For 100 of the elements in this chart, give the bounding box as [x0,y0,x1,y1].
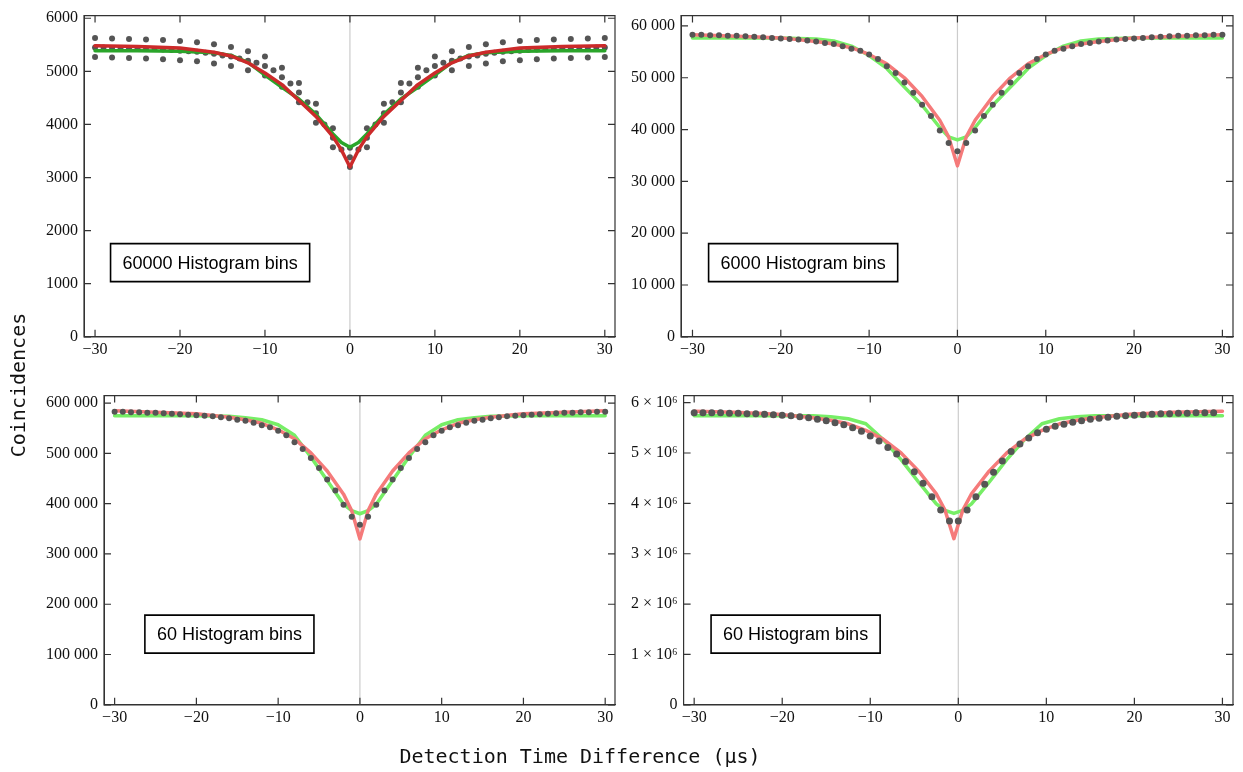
y-tick-label: 50 000 [631,67,675,85]
x-tick-label: −30 [82,339,108,357]
y-tick-label: 500 000 [46,443,98,461]
point [946,517,953,525]
point [1034,429,1042,437]
y-tick-label: 600 000 [46,393,98,411]
point [910,468,918,476]
x-tick-label: 30 [1214,339,1231,357]
point [1078,417,1086,425]
x-tick-label: −20 [183,707,209,725]
point [901,458,909,466]
point [1157,410,1165,418]
x-tick-label: 0 [954,707,963,725]
point [998,457,1006,465]
point [893,450,901,458]
y-tick-label: 5000 [46,61,78,79]
y-tick-label: 200 000 [46,594,98,612]
point [1122,412,1130,420]
point [761,410,769,418]
x-tick-label: 20 [511,339,528,357]
point [875,437,883,445]
y-tick-label: 4 × 10⁶ [630,493,678,511]
point [840,421,848,429]
point [963,506,971,514]
y-tick-label: 6 × 10⁶ [630,392,678,410]
point [1060,420,1068,428]
y-tick-label: 20 000 [631,223,675,241]
x-tick-label: −20 [768,339,794,357]
point [796,413,804,421]
point [708,409,716,417]
point [1192,409,1200,417]
point [1201,409,1209,417]
point [752,410,760,418]
point [928,493,936,501]
y-tick-label: 6000 [46,8,78,26]
x-tick-label: 0 [953,339,962,357]
point [972,493,980,501]
point [1130,411,1138,419]
y-tick-label: 10 000 [631,275,675,293]
x-tick-label: 30 [597,707,614,725]
annotation: 6000 Histogram bins [720,252,886,273]
point [1183,409,1191,417]
x-tick-label: 0 [355,707,364,725]
point [1069,418,1077,426]
point [831,419,839,427]
point [699,409,707,417]
y-tick-label: 1000 [46,273,78,291]
x-tick-label: 10 [426,339,443,357]
point [769,411,777,419]
point [734,409,742,417]
point [743,410,751,418]
y-tick-label: 2000 [46,220,78,238]
point [725,409,733,417]
x-tick-label: −30 [679,339,705,357]
y-tick-label: 40 000 [631,119,675,137]
y-tick-label: 3 × 10⁶ [630,543,678,561]
point [805,414,813,422]
point [787,412,795,420]
y-tick-label: 1 × 10⁶ [630,644,678,662]
point [1051,422,1059,430]
y-tick-label: 300 000 [46,544,98,562]
point [690,409,698,417]
point [1166,410,1174,418]
y-axis-title: Coincidences [6,312,30,458]
point [849,424,857,432]
x-tick-label: −10 [857,707,883,725]
x-tick-label: −10 [252,339,278,357]
annotation: 60 Histogram bins [723,624,869,645]
point [1016,440,1024,448]
point [1042,425,1050,433]
point [1148,410,1156,418]
point [919,479,927,487]
point [884,443,892,451]
y-tick-label: 400 000 [46,493,98,511]
point [937,506,945,514]
annotation: 60 Histogram bins [156,624,302,645]
x-axis-title: Detection Time Difference (μs) [399,744,761,768]
point [1086,415,1094,423]
x-tick-label: 10 [1038,707,1055,725]
y-tick-label: 30 000 [631,171,675,189]
y-tick-label: 0 [70,327,78,344]
x-tick-label: 0 [345,339,354,357]
x-tick-label: 20 [1126,707,1143,725]
x-tick-label: −30 [102,707,128,725]
point [1139,411,1147,419]
x-tick-label: 10 [433,707,450,725]
x-tick-label: 20 [515,707,532,725]
y-tick-label: 60 000 [631,16,675,34]
point [1104,413,1112,421]
point [822,417,830,425]
x-tick-label: 30 [1214,707,1231,725]
y-tick-label: 0 [667,327,675,344]
y-tick-label: 0 [90,695,98,712]
point [1210,409,1218,417]
point [981,480,989,488]
x-tick-label: −30 [681,707,707,725]
point [1174,409,1182,417]
point [1113,412,1121,420]
point [813,415,821,423]
point [866,432,874,440]
